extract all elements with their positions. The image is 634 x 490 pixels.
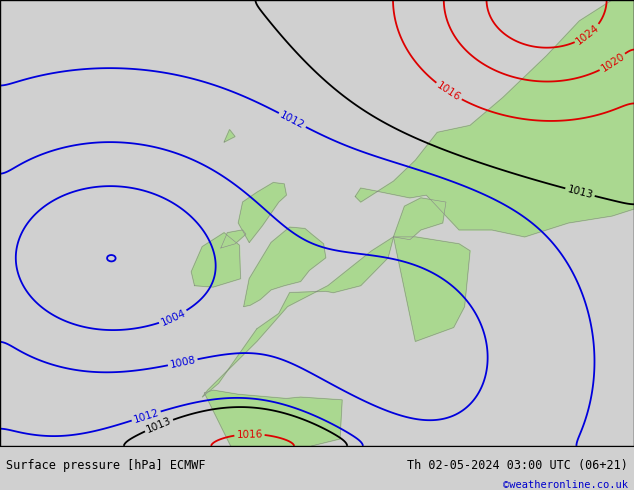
Text: 1008: 1008 (169, 355, 197, 370)
Polygon shape (224, 129, 235, 142)
Polygon shape (238, 183, 287, 243)
Polygon shape (394, 198, 446, 240)
Text: Th 02-05-2024 03:00 UTC (06+21): Th 02-05-2024 03:00 UTC (06+21) (407, 459, 628, 472)
Text: 1016: 1016 (435, 80, 462, 103)
Text: 1016: 1016 (236, 429, 262, 440)
Polygon shape (204, 390, 342, 490)
Text: 1013: 1013 (145, 416, 173, 435)
Polygon shape (243, 227, 326, 307)
Polygon shape (394, 237, 470, 342)
Text: 1024: 1024 (574, 23, 602, 47)
Text: 1020: 1020 (599, 51, 626, 74)
Polygon shape (202, 237, 394, 397)
Polygon shape (355, 0, 634, 237)
Polygon shape (221, 230, 246, 248)
Text: 1012: 1012 (132, 407, 160, 425)
Polygon shape (191, 233, 240, 287)
Text: 1012: 1012 (278, 110, 306, 130)
Text: 1004: 1004 (159, 307, 187, 327)
Text: ©weatheronline.co.uk: ©weatheronline.co.uk (503, 480, 628, 490)
Text: 1013: 1013 (566, 184, 594, 200)
Text: Surface pressure [hPa] ECMWF: Surface pressure [hPa] ECMWF (6, 459, 206, 472)
